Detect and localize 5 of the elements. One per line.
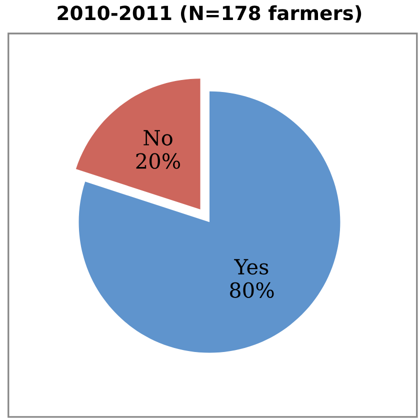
slice-label: No — [144, 130, 172, 146]
data-label: 80% — [230, 282, 274, 298]
slice-label: Yes — [234, 259, 268, 275]
chart-title: 2010-2011 (N=178 farmers) — [58, 5, 362, 23]
data-label: 20% — [136, 153, 180, 169]
